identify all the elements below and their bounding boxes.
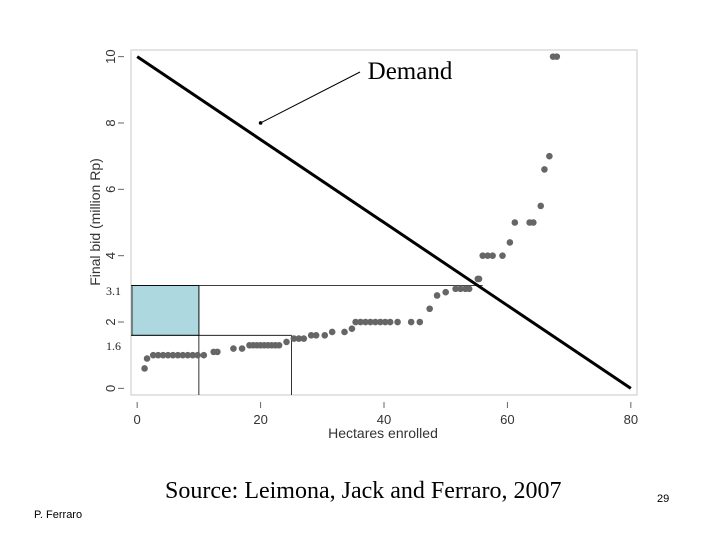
- data-point: [386, 318, 394, 326]
- plot-frame: [130, 49, 638, 396]
- footer-author: P. Ferraro: [34, 509, 83, 521]
- source-citation: Source: Leimona, Jack and Ferraro, 2007: [165, 478, 562, 504]
- x-axis-title: Hectares enrolled: [328, 425, 438, 441]
- data-point: [530, 219, 537, 226]
- data-point: [214, 348, 221, 356]
- data-point: [300, 335, 308, 342]
- data-point: [553, 53, 561, 60]
- data-point: [283, 338, 290, 346]
- data-point: [506, 239, 514, 246]
- x-tick-label: 80: [624, 412, 638, 427]
- x-tick-label: 0: [134, 412, 141, 427]
- data-point: [141, 365, 148, 372]
- data-point: [367, 318, 374, 326]
- data-point: [479, 252, 487, 259]
- annotation-pointer: [260, 71, 361, 124]
- data-point: [489, 252, 496, 259]
- points-layer: [141, 53, 561, 372]
- y-axis-title: Final bid (million Rp): [87, 158, 103, 286]
- data-point: [194, 351, 201, 359]
- data-point: [537, 202, 545, 210]
- x-tick-label: 40: [377, 412, 391, 427]
- shade-layer: [131, 285, 200, 336]
- demand-annotation: Demand: [368, 58, 453, 85]
- data-point: [159, 351, 167, 359]
- data-point: [230, 345, 237, 352]
- data-point: [499, 252, 506, 259]
- data-point: [433, 292, 441, 299]
- annotation-pointer-tip: [258, 121, 263, 125]
- x-tick-label: 20: [253, 412, 267, 427]
- demand-line: [136, 55, 632, 390]
- data-point: [394, 318, 401, 326]
- data-point: [372, 318, 379, 326]
- data-point: [312, 331, 320, 339]
- reference-lines: [131, 285, 483, 395]
- data-point: [475, 275, 483, 283]
- demand-layer: [136, 55, 632, 390]
- data-point: [426, 305, 433, 313]
- data-point: [348, 325, 356, 332]
- y-tick-label: 8: [103, 119, 118, 126]
- data-point: [238, 345, 246, 352]
- data-point: [452, 285, 459, 293]
- data-point: [357, 318, 364, 326]
- data-point: [341, 328, 348, 336]
- data-point: [174, 351, 182, 359]
- data-point: [352, 318, 359, 326]
- data-point: [307, 331, 315, 339]
- data-point: [184, 351, 192, 359]
- data-point: [290, 335, 298, 342]
- x-tick-label: 60: [500, 412, 514, 427]
- data-point: [511, 219, 519, 226]
- data-point: [376, 318, 384, 326]
- data-point: [189, 351, 197, 359]
- slide-number: 29: [657, 493, 670, 505]
- data-point: [149, 351, 157, 359]
- data-point: [169, 351, 177, 359]
- data-point: [362, 318, 369, 326]
- axis-layer: 0 20 40 60 80 0 2 4 6 8 10: [103, 49, 638, 427]
- data-point: [154, 351, 162, 359]
- data-point: [328, 328, 336, 336]
- data-point: [164, 351, 172, 359]
- data-point: [381, 318, 389, 326]
- data-point: [416, 318, 424, 326]
- data-point: [465, 285, 473, 293]
- y-tick-label: 0: [103, 385, 118, 392]
- data-point: [295, 335, 303, 342]
- data-point: [541, 166, 548, 173]
- data-point: [143, 355, 151, 362]
- data-point: [200, 351, 208, 359]
- data-point: [546, 152, 553, 160]
- price-low-label: 1.6: [106, 339, 121, 353]
- y-tick-label: 4: [103, 252, 118, 259]
- price-high-label: 3.1: [106, 284, 121, 298]
- data-point: [179, 351, 187, 359]
- data-point: [457, 285, 464, 293]
- data-point: [321, 331, 329, 339]
- data-point: [442, 288, 450, 296]
- data-point: [275, 341, 283, 349]
- y-tick-label: 2: [103, 318, 118, 325]
- y-tick-label: 6: [103, 186, 118, 193]
- data-point: [407, 318, 415, 326]
- y-tick-label: 10: [103, 49, 118, 63]
- shaded-area: [131, 285, 200, 336]
- data-point: [484, 252, 491, 259]
